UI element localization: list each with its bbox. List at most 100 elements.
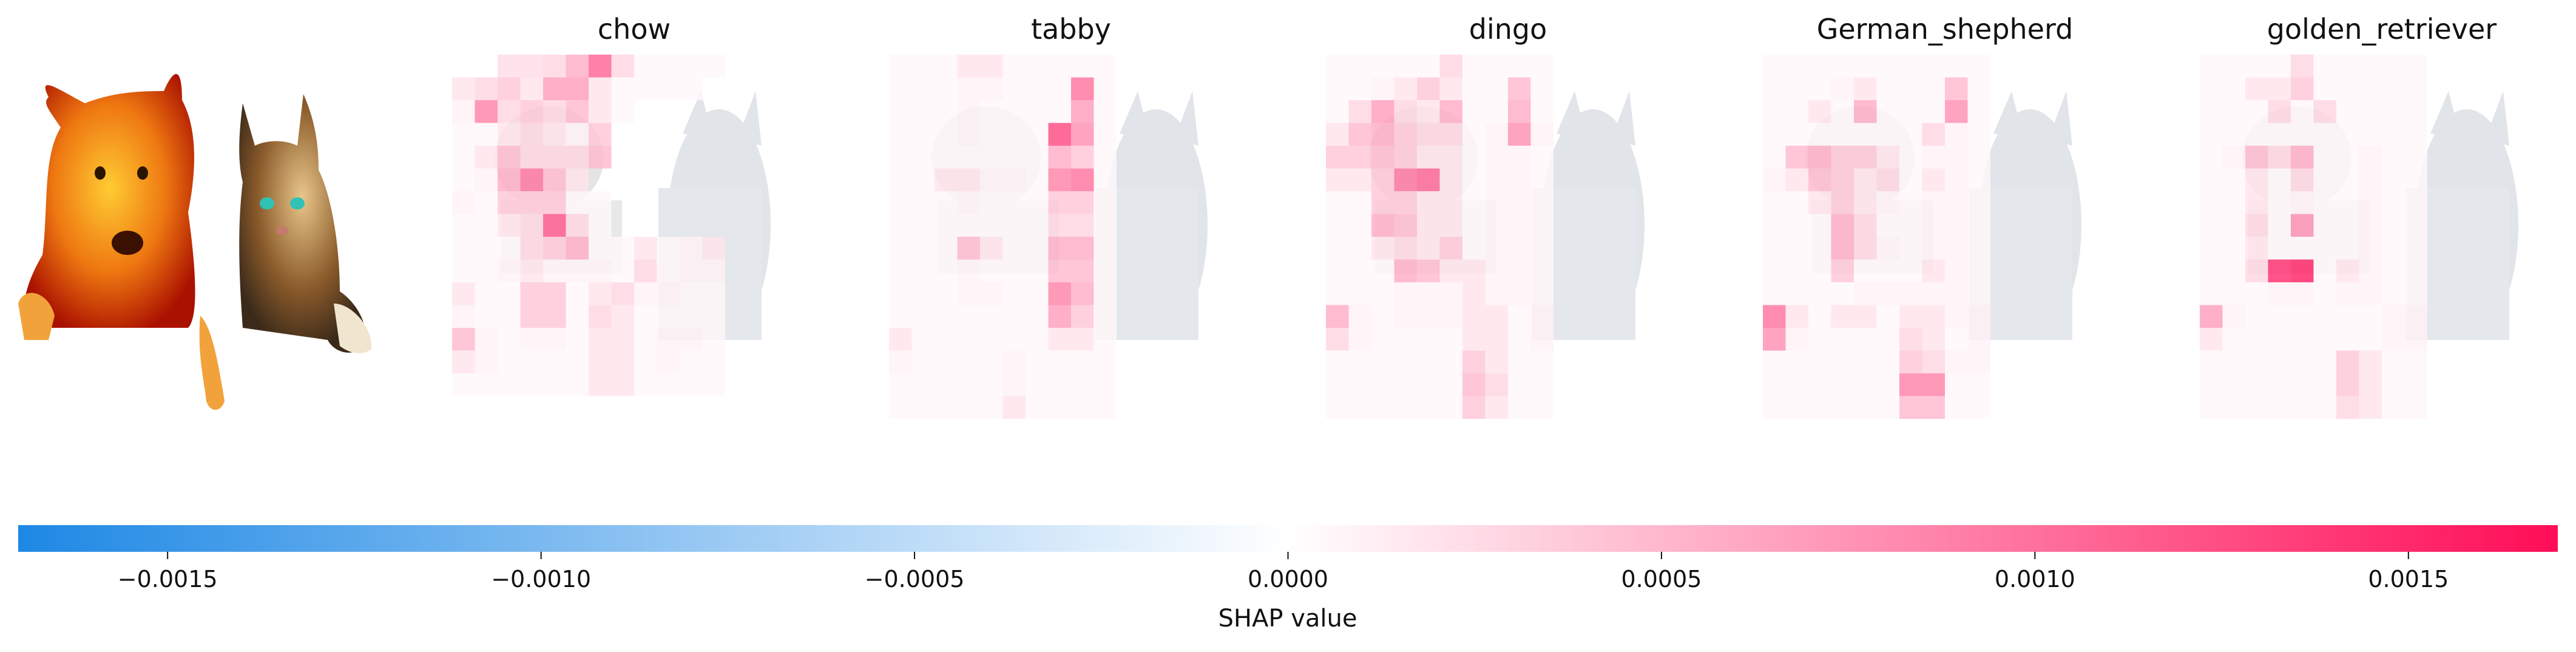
heatmap-cell: [889, 259, 912, 282]
panel-dingo: dingo: [1326, 13, 1645, 419]
heatmap-cell: [657, 350, 680, 373]
heatmap-cell: [1371, 350, 1394, 373]
heatmap-cell: [611, 55, 634, 78]
heatmap-cell: [2313, 77, 2336, 100]
heatmap-cell: [2404, 146, 2427, 169]
heatmap-cell: [1508, 373, 1531, 396]
heatmap-cell: [1002, 55, 1026, 78]
heatmap-cell: [2359, 123, 2382, 146]
panel-chow: chow: [452, 13, 771, 396]
heatmap-cell: [611, 259, 634, 282]
heatmap-cell: [1485, 237, 1508, 260]
heatmap-cell: [1485, 146, 1508, 169]
heatmap-cell: [2313, 373, 2336, 396]
heatmap-cell: [1348, 259, 1371, 282]
heatmap-cell: [702, 282, 725, 305]
heatmap-cell: [1485, 396, 1508, 419]
heatmap-cell: [498, 100, 521, 123]
heatmap-cell: [1854, 191, 1877, 214]
heatmap-cell: [1071, 237, 1094, 260]
heatmap-cell: [2245, 259, 2268, 282]
heatmap-cell: [1485, 282, 1508, 305]
heatmap-cell: [2404, 237, 2427, 260]
heatmap-cell: [1326, 55, 1349, 78]
heatmap-cell: [543, 168, 566, 191]
heatmap-cell: [957, 123, 980, 146]
heatmap-cell: [1071, 100, 1094, 123]
heatmap-cell: [634, 77, 657, 100]
heatmap-cell: [911, 191, 935, 214]
heatmap-cell: [2382, 55, 2405, 78]
heatmap-cell: [498, 328, 521, 351]
heatmap-cell: [1967, 168, 1990, 191]
heatmap-cell: [1326, 191, 1349, 214]
heatmap-cell: [1439, 191, 1462, 214]
heatmap-cell: [2268, 328, 2291, 351]
heatmap-cell: [1945, 237, 1968, 260]
heatmap-cell: [1348, 123, 1371, 146]
heatmap-cell: [1922, 214, 1945, 237]
heatmap-cell: [2313, 214, 2336, 237]
heatmap-cell: [475, 259, 498, 282]
heatmap-cell: [1094, 396, 1117, 419]
heatmap-cell: [2336, 237, 2359, 260]
heatmap-cell: [1439, 350, 1462, 373]
heatmap-cell: [1439, 373, 1462, 396]
heatmap-cell: [1462, 350, 1486, 373]
heatmap-cell: [1462, 328, 1486, 351]
heatmap-cell: [1831, 191, 1854, 214]
heatmap-cell: [1831, 146, 1854, 169]
heatmap-cell: [2245, 146, 2268, 169]
heatmap-cell: [2382, 100, 2405, 123]
heatmap-cell: [1922, 282, 1945, 305]
heatmap-cell: [889, 77, 912, 100]
heatmap-cell: [1326, 259, 1349, 282]
heatmap-cell: [957, 100, 980, 123]
heatmap-cell: [1785, 328, 1808, 351]
heatmap-cell: [1026, 396, 1049, 419]
heatmap-cell: [657, 328, 680, 351]
heatmap-cell: [1094, 328, 1117, 351]
heatmap-cell: [1439, 328, 1462, 351]
heatmap-cell: [2404, 100, 2427, 123]
heatmap-cell: [911, 100, 935, 123]
heatmap-cell: [566, 123, 589, 146]
heatmap-cell: [611, 282, 634, 305]
heatmap-cell: [889, 191, 912, 214]
heatmap-cell: [1763, 396, 1786, 419]
heatmap-cell: [1763, 237, 1786, 260]
heatmap-cell: [1785, 214, 1808, 237]
heatmap-cell: [1002, 237, 1026, 260]
heatmap-cell: [1002, 214, 1026, 237]
heatmap-cell: [1439, 214, 1462, 237]
heatmap-cell: [589, 237, 612, 260]
heatmap-cell: [1854, 305, 1877, 328]
heatmap-cell: [1899, 373, 1922, 396]
heatmap-cell: [1967, 237, 1990, 260]
heatmap-cell: [1899, 259, 1922, 282]
heatmap-cell: [1394, 55, 1417, 78]
heatmap-cell: [1922, 328, 1945, 351]
heatmap-cell: [1530, 168, 1553, 191]
panel-title: German_shepherd: [1817, 13, 2074, 46]
heatmap-cell: [1922, 373, 1945, 396]
heatmap-cell: [1348, 191, 1371, 214]
heatmap-cell: [1094, 168, 1117, 191]
heatmap-cell: [2245, 328, 2268, 351]
heatmap-cell: [2200, 77, 2223, 100]
heatmap-cell: [1026, 259, 1049, 282]
heatmap-cell: [1439, 55, 1462, 78]
heatmap-cell: [2313, 396, 2336, 419]
heatmap-cell: [589, 123, 612, 146]
heatmap-cell: [1922, 168, 1945, 191]
heatmap-cell: [2382, 168, 2405, 191]
heatmap-cell: [1348, 305, 1371, 328]
heatmap-cell: [2359, 396, 2382, 419]
heatmap-cell: [1348, 55, 1371, 78]
heatmap-cell: [2222, 328, 2245, 351]
heatmap-cell: [2222, 282, 2245, 305]
heatmap-cell: [1439, 100, 1462, 123]
heatmap-cell: [1876, 328, 1899, 351]
heatmap-cell: [1348, 350, 1371, 373]
heatmap-cell: [1071, 123, 1094, 146]
